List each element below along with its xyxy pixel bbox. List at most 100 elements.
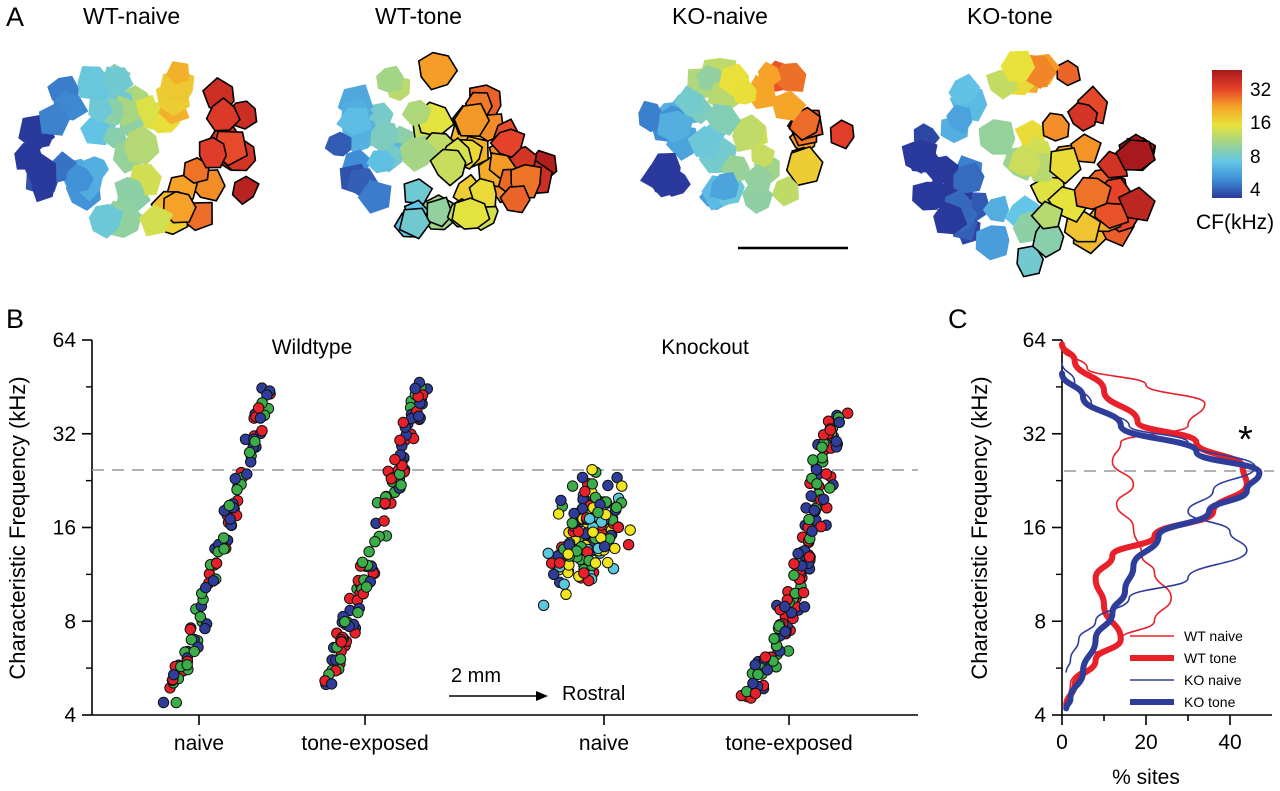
scatter-point <box>833 416 845 428</box>
scatter-point <box>339 616 351 628</box>
map-tile <box>24 151 57 188</box>
map-tile <box>1073 176 1112 211</box>
scatter-point <box>824 482 836 494</box>
scatter-point <box>576 471 589 484</box>
map-tile <box>733 81 757 105</box>
scatter-point <box>363 546 375 558</box>
scatter-point <box>224 513 236 525</box>
scatter-point <box>598 540 611 553</box>
colorbar-bar <box>1212 70 1242 198</box>
map-tile <box>1115 139 1156 171</box>
x-category-ko-tone: tone-exposed <box>725 732 852 755</box>
map-tile <box>709 171 739 201</box>
scatter-point <box>602 556 614 569</box>
panel-c-y-tick-label: 8 <box>1034 610 1046 633</box>
map-tile <box>88 97 114 123</box>
scatter-point <box>759 651 772 663</box>
map-tile <box>88 204 124 239</box>
scale-annotation-rostral: Rostral <box>562 683 625 705</box>
panel-c-y-tick-label: 32 <box>1023 423 1046 446</box>
panel-c-letter: C <box>948 304 968 334</box>
scatter-point <box>369 536 381 548</box>
map-tile <box>336 107 373 136</box>
map-tile <box>771 176 799 207</box>
scatter-point <box>223 499 236 512</box>
map-tile <box>1008 144 1042 176</box>
scatter-point <box>210 557 223 569</box>
group-label-knockout: Knockout <box>661 336 749 359</box>
group-label-wildtype: Wildtype <box>272 336 353 359</box>
map-tile <box>1041 112 1070 142</box>
panel-c-y-axis-label: Characteristic Frequency (kHz) <box>967 376 992 679</box>
panel-c-y-tick-label: 16 <box>1023 517 1046 540</box>
scatter-point <box>824 424 837 436</box>
map-title-wt-tone: WT-tone <box>375 3 462 29</box>
scatter-point <box>548 568 560 580</box>
scatter-point <box>803 513 815 526</box>
scatter-point <box>788 558 800 570</box>
map-tile <box>231 175 260 206</box>
scatter-point <box>409 382 421 395</box>
x-category-ko-naive: naive <box>579 732 629 755</box>
map-tile <box>370 120 400 153</box>
map-tile <box>732 114 765 152</box>
map-tile <box>198 136 228 169</box>
scatter-point <box>820 468 832 480</box>
panel-c-legend: WT naive WT tone KO naive KO tone <box>1130 628 1243 710</box>
scatter-point <box>356 556 369 568</box>
scatter-point <box>768 633 780 645</box>
cf-map-wt-tone <box>324 51 558 240</box>
scatter-point <box>616 480 628 492</box>
scatter-point <box>560 588 572 600</box>
map-tile <box>948 73 981 106</box>
map-tile <box>114 176 145 207</box>
panel-b-y-axis-label: Characteristic Frequency (kHz) <box>5 376 30 679</box>
scatter-point <box>194 611 207 623</box>
cf-map-wt-naive <box>14 61 260 239</box>
map-tile <box>417 51 459 91</box>
panel-c-x-axis-label: % sites <box>1112 766 1180 789</box>
scatter-point <box>586 464 598 476</box>
x-category-wt-naive: naive <box>174 732 224 755</box>
line-ko-tone <box>1059 370 1263 712</box>
scatter-point <box>157 696 170 709</box>
map-tile <box>751 144 775 169</box>
colorbar-label: CF(kHz) <box>1196 211 1274 234</box>
map-tile <box>829 119 855 150</box>
map-tile <box>65 164 94 193</box>
legend-label: KO naive <box>1184 672 1242 688</box>
scatter-point <box>379 497 391 509</box>
map-tile <box>205 96 241 132</box>
map-tile <box>102 66 134 97</box>
map-tile <box>982 195 1010 223</box>
panel-b-letter: B <box>6 304 24 334</box>
colorbar: 32 16 8 4 CF(kHz) <box>1196 70 1274 234</box>
scatter-point <box>578 567 590 579</box>
panel-b-axes: 64 32 16 8 4 <box>53 329 918 727</box>
scatter-point <box>805 490 817 502</box>
scatter-point <box>188 645 201 658</box>
scatter-point <box>254 412 267 424</box>
scatter-point <box>808 504 820 516</box>
colorbar-tick-32: 32 <box>1250 80 1271 101</box>
scatter-point <box>792 547 804 560</box>
scatter-point <box>602 479 614 492</box>
scatter-point <box>807 454 819 466</box>
map-tile <box>429 148 467 187</box>
rostral-arrow-head <box>536 691 548 701</box>
colorbar-tick-16: 16 <box>1250 113 1271 134</box>
panel-c-x-tick-label: 0 <box>1056 731 1068 754</box>
scatter-point <box>218 543 230 555</box>
map-title-wt-naive: WT-naive <box>83 3 180 29</box>
map-tile <box>946 104 973 134</box>
scatter-point <box>749 687 762 700</box>
scatter-point <box>592 506 604 519</box>
map-tile <box>376 65 404 93</box>
map-title-ko-naive: KO-naive <box>672 3 768 29</box>
scatter-point <box>806 525 818 537</box>
map-tile <box>912 181 942 211</box>
scatter-point <box>803 551 815 563</box>
significance-star: * <box>1238 419 1253 461</box>
map-tile <box>1066 101 1099 132</box>
panel-c-x-tick-label: 20 <box>1134 731 1157 754</box>
